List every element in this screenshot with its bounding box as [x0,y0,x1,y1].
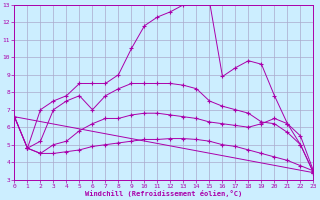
X-axis label: Windchill (Refroidissement éolien,°C): Windchill (Refroidissement éolien,°C) [85,190,243,197]
